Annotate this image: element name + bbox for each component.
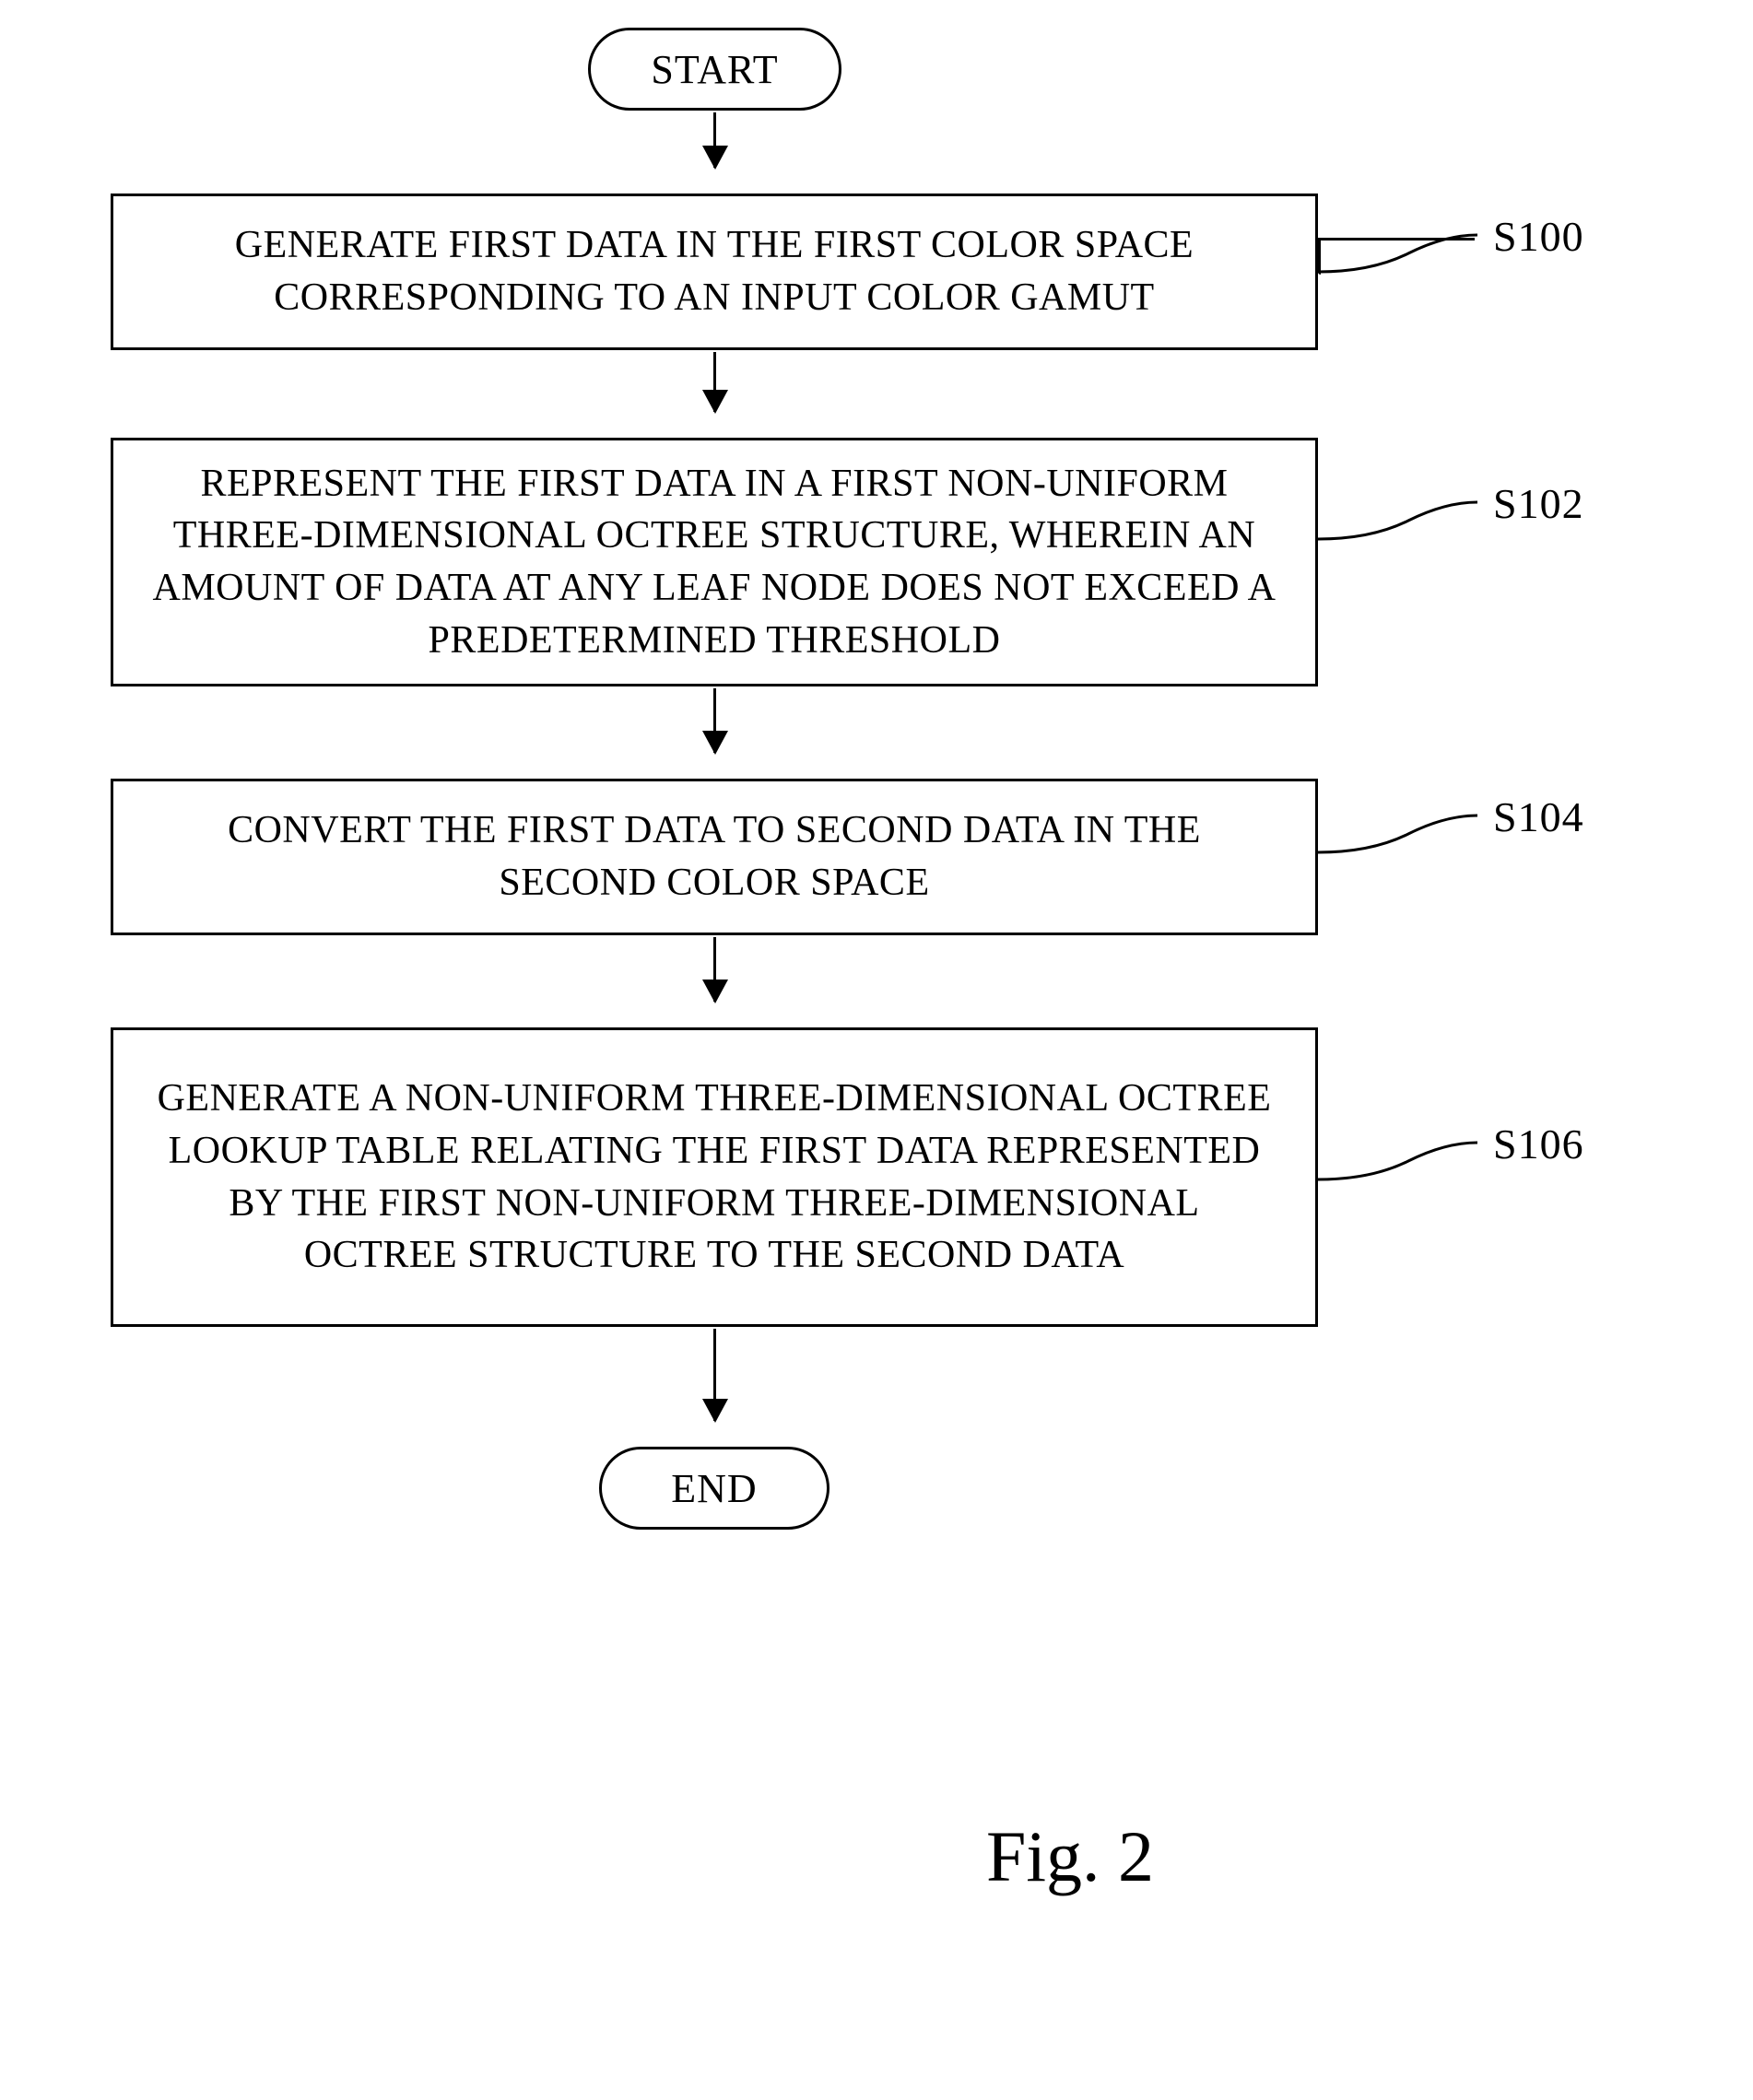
arrow-s100-to-s102 (713, 352, 716, 412)
label-s106: S106 (1493, 1120, 1584, 1168)
connector-s102-curve (1316, 488, 1500, 562)
process-s106: GENERATE A NON-UNIFORM THREE-DIMENSIONAL… (111, 1027, 1318, 1327)
flowchart: START GENERATE FIRST DATA IN THE FIRST C… (0, 0, 1753, 2100)
arrow-start-to-s100 (713, 112, 716, 168)
process-s104: CONVERT THE FIRST DATA TO SECOND DATA IN… (111, 779, 1318, 935)
arrow-s102-to-s104 (713, 688, 716, 753)
process-s102-text: REPRESENT THE FIRST DATA IN A FIRST NON-… (150, 458, 1278, 667)
label-s102: S102 (1493, 479, 1584, 528)
end-terminal: END (599, 1447, 829, 1530)
process-s100-text: GENERATE FIRST DATA IN THE FIRST COLOR S… (150, 219, 1278, 323)
arrow-s106-to-end (713, 1329, 716, 1421)
process-s100: GENERATE FIRST DATA IN THE FIRST COLOR S… (111, 194, 1318, 350)
process-s106-text: GENERATE A NON-UNIFORM THREE-DIMENSIONAL… (150, 1073, 1278, 1282)
process-s104-text: CONVERT THE FIRST DATA TO SECOND DATA IN… (150, 804, 1278, 909)
process-s102: REPRESENT THE FIRST DATA IN A FIRST NON-… (111, 438, 1318, 686)
start-label: START (651, 46, 778, 93)
arrow-s104-to-s106 (713, 937, 716, 1002)
label-s100: S100 (1493, 212, 1584, 261)
connector-s104-curve (1316, 802, 1500, 875)
connector-s106-curve (1316, 1129, 1500, 1203)
label-s104: S104 (1493, 792, 1584, 841)
figure-label: Fig. 2 (986, 1815, 1154, 1898)
end-label: END (671, 1465, 757, 1512)
start-terminal: START (588, 28, 841, 111)
connector-s100-curve (1316, 221, 1500, 295)
